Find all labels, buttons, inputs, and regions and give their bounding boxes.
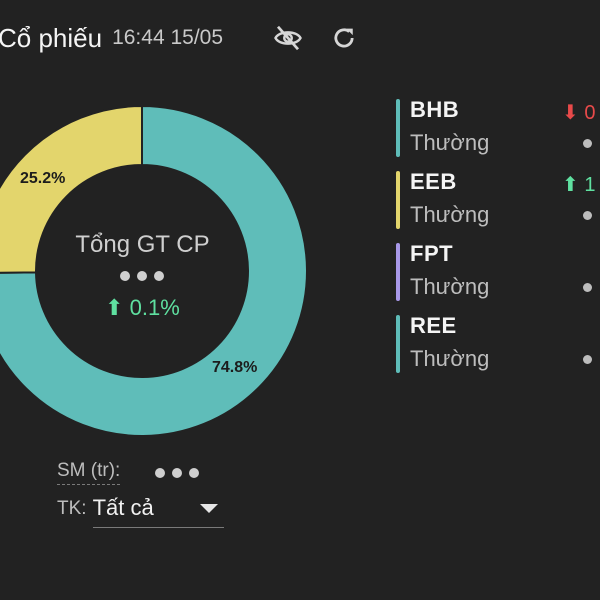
legend-color-bar <box>396 243 400 301</box>
timestamp: 16:44 15/05 <box>112 26 224 49</box>
donut-center-title: Tổng GT CP <box>75 231 210 258</box>
sm-hidden-dots <box>155 467 200 478</box>
legend-item[interactable]: REE Thường <box>396 313 600 385</box>
chevron-down-icon <box>199 503 218 513</box>
segment-label-teal: 74.8% <box>212 359 258 376</box>
legend-type: Thường <box>410 274 490 299</box>
sm-label[interactable]: SM (tr): <box>57 460 121 485</box>
account-select-value: Tất cả <box>92 495 154 520</box>
legend-item[interactable]: EEB Thường ⬆ 1 <box>396 169 600 241</box>
tk-row: TK: Tất cả <box>57 495 224 528</box>
hidden-value-dots <box>120 271 164 281</box>
allocation-donut-chart <box>0 105 308 437</box>
legend-type: Thường <box>410 202 490 227</box>
toggle-visibility-button[interactable] <box>270 20 306 56</box>
legend-dot <box>583 283 592 292</box>
donut-segment-1[interactable] <box>0 105 143 274</box>
legend-item[interactable]: BHB Thường ⬇ 0 <box>396 97 600 169</box>
page-title: Cổ phiếu <box>0 22 103 53</box>
stock-legend: BHB Thường ⬇ 0 EEB Thường ⬆ 1 FPT Thường… <box>396 97 600 385</box>
legend-code: REE <box>410 313 457 338</box>
donut-center-change: ⬆ 0.1% <box>105 295 180 320</box>
eye-off-icon <box>274 25 302 51</box>
legend-code: FPT <box>410 241 454 266</box>
tk-label: TK: <box>57 498 87 519</box>
legend-code: EEB <box>410 169 457 194</box>
segment-label-yellow: 25.2% <box>20 170 66 187</box>
refresh-button[interactable] <box>326 20 362 56</box>
legend-item[interactable]: FPT Thường <box>396 241 600 313</box>
legend-color-bar <box>396 171 400 229</box>
legend-dot <box>583 139 592 148</box>
account-select[interactable]: Tất cả <box>92 495 224 528</box>
legend-color-bar <box>396 315 400 373</box>
sm-row: SM (tr): <box>57 460 200 485</box>
legend-color-bar <box>396 99 400 157</box>
legend-dot <box>583 211 592 220</box>
donut-segment-0[interactable] <box>0 105 308 437</box>
header: Cổ phiếu 16:44 15/05 <box>0 14 223 62</box>
legend-change: ⬇ 0 <box>562 102 596 124</box>
legend-dot <box>583 355 592 364</box>
refresh-icon <box>334 28 354 48</box>
legend-change: ⬆ 1 <box>562 174 596 196</box>
legend-code: BHB <box>410 97 460 122</box>
legend-type: Thường <box>410 346 490 371</box>
legend-type: Thường <box>410 130 490 155</box>
